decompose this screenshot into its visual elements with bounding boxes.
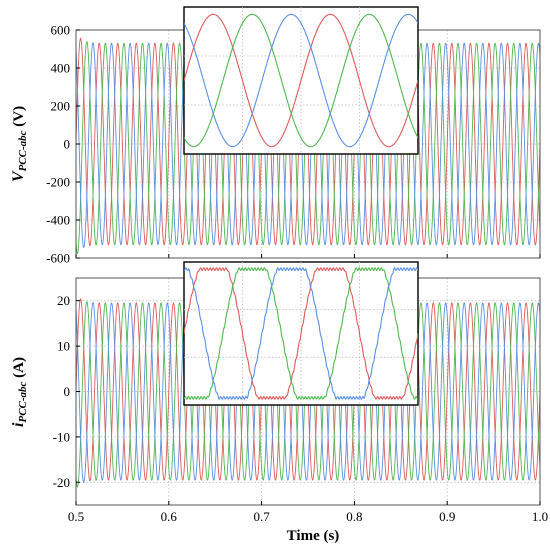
series-line-phase-3 [76,301,540,483]
y-tick-label: 10 [57,339,70,354]
x-axis-label: Time (s) [287,528,340,544]
y-tick-label: 600 [51,23,71,38]
y-tick-label: 200 [51,99,71,114]
voltage-panel: -600 -400 -200 0 200 400 600 VPCC-abc (V) [10,6,541,266]
y-tick-label: -600 [46,251,70,266]
inset-series-line-phase-3 [184,267,418,400]
y-tick-label: 0 [64,137,71,152]
x-tick-label: 0.7 [253,509,270,524]
y-axis-label: iPCC-abc (A) [10,357,29,427]
y-tick-label: -10 [53,429,70,444]
x-tick-label: 1.0 [532,509,548,524]
y-tick-label: 20 [57,293,70,308]
inset-series-line-phase-3 [184,13,418,148]
zoom-inset [183,261,419,406]
y-tick-label: -20 [53,475,70,490]
inset-series-line-phase-1 [184,13,418,148]
y-tick-label: 400 [51,61,71,76]
inset-series-line-phase-2 [184,13,418,148]
x-axis: 0.5 0.6 0.7 0.8 0.9 1.0 [68,254,548,524]
y-axis-label: VPCC-abc (V) [10,106,29,182]
y-tick-label: 0 [64,384,71,399]
x-tick-label: 0.6 [161,509,178,524]
inset-series-line-phase-1 [184,267,418,400]
x-tick-label: 0.8 [346,509,362,524]
zoom-inset [183,6,419,155]
y-tick-label: -400 [46,213,70,228]
x-tick-label: 0.9 [439,509,455,524]
x-tick-label: 0.5 [68,509,84,524]
current-panel: -20 -10 0 10 20 iPCC-abc (A) [10,261,541,506]
series-line-phase-3 [76,42,540,249]
inset-series-line-phase-2 [184,267,418,400]
y-tick-label: -200 [46,175,70,190]
